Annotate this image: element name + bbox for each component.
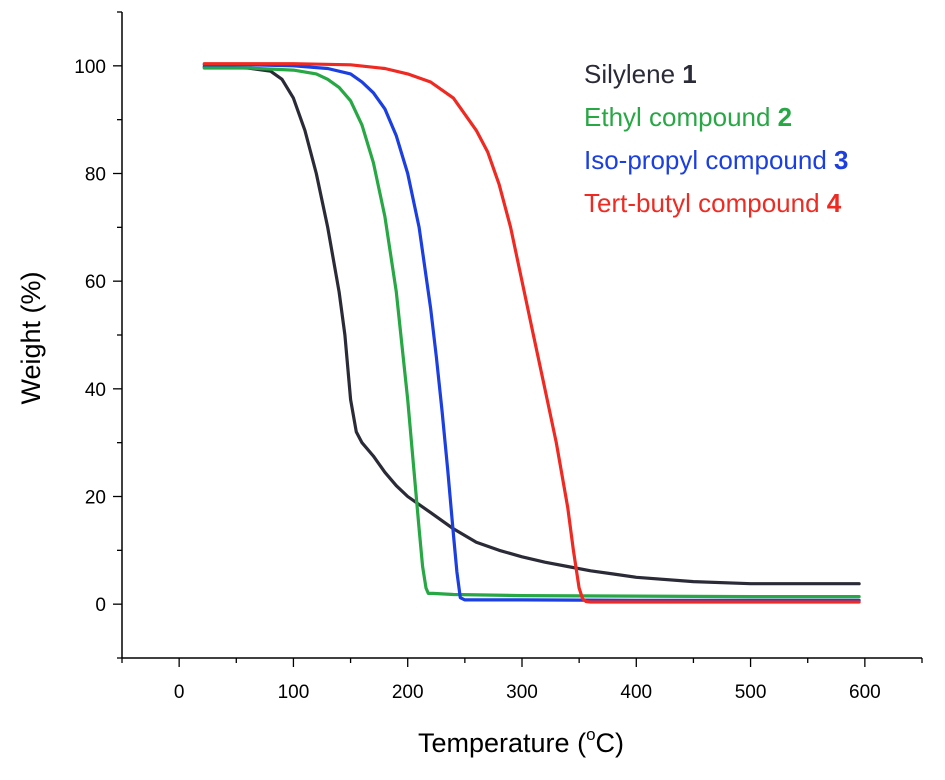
y-tick-label: 60 <box>85 272 106 293</box>
series-line-2 <box>202 66 861 599</box>
x-tick-label: 600 <box>849 682 881 703</box>
legend-item-number: 2 <box>778 102 792 132</box>
series-line-3 <box>202 63 861 603</box>
x-axis-label-degree: o <box>586 725 595 744</box>
y-tick-label: 40 <box>85 380 106 401</box>
y-tick-label: 20 <box>85 488 106 509</box>
x-tick-label: 400 <box>620 682 652 703</box>
series-line-4 <box>202 62 861 604</box>
x-tick-label: 500 <box>735 682 767 703</box>
y-axis-label: Weight (%) <box>16 271 46 404</box>
x-axis-label-unit-close: C) <box>596 728 625 758</box>
legend-item-name: Iso-propyl compound <box>584 145 834 175</box>
legend-item-name: Ethyl compound <box>584 102 778 132</box>
legend-item-name: Silylene <box>584 59 682 89</box>
axes-layer: 0 100 200 300 400 500 600 0 20 40 60 80 100 <box>74 11 923 703</box>
series-layer <box>202 62 861 604</box>
legend-item-3: Iso-propyl compound 3 <box>584 145 849 175</box>
x-tick-label: 300 <box>506 682 538 703</box>
legend-item-1: Silylene 1 <box>584 59 697 89</box>
x-axis-label-unit-open: ( <box>577 728 586 758</box>
x-axis-label-text: Temperature <box>418 728 570 758</box>
legend-item-4: Tert-butyl compound 4 <box>584 188 842 218</box>
x-tick-label: 0 <box>174 682 185 703</box>
y-tick-label: 100 <box>74 57 106 78</box>
x-tick-label: 100 <box>278 682 310 703</box>
series-line-1 <box>202 65 861 586</box>
legend-item-2: Ethyl compound 2 <box>584 102 792 132</box>
x-tick-label: 200 <box>392 682 424 703</box>
y-tick-label: 80 <box>85 165 106 186</box>
legend: Silylene 1 Ethyl compound 2 Iso-propyl com… <box>584 59 849 218</box>
legend-item-number: 1 <box>682 59 696 89</box>
x-axis-label: Temperature (oC) <box>418 725 624 758</box>
legend-item-number: 4 <box>827 188 842 218</box>
legend-item-name: Tert-butyl compound <box>584 188 827 218</box>
y-tick-label: 0 <box>95 595 106 616</box>
legend-item-number: 3 <box>834 145 848 175</box>
